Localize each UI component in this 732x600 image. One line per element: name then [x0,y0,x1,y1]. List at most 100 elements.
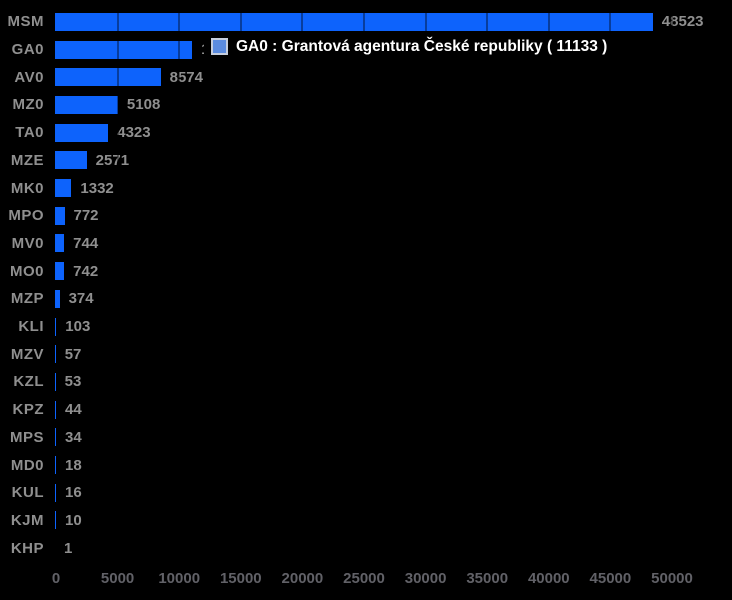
x-tick-label: 5000 [100,570,135,587]
bar-row: KZL 53 [0,368,732,396]
x-tick-label: 20000 [281,570,324,587]
bar-row: MV0 744 [0,230,732,258]
bar-row: TA0 4323 [0,119,732,147]
value-label: 374 [68,290,94,308]
value-label: 772 [73,207,99,225]
tooltip: GA0 : Grantová agentura České republiky … [204,33,618,60]
x-tick-label: 40000 [527,570,570,587]
value-label: 744 [73,234,99,252]
gridline [486,8,489,568]
category-label: KJM [10,511,44,529]
value-label: 742 [73,262,99,280]
bar-rows: MSM48523GA011133AV08574MZ05108TA04323MZE… [0,12,732,557]
x-tick-label: 15000 [219,570,262,587]
bar[interactable] [55,400,56,419]
value-label: 103 [65,318,91,336]
value-label: 16 [65,484,82,502]
category-label: TA0 [15,124,44,142]
bar[interactable] [55,345,56,364]
bar[interactable] [55,428,56,447]
category-label: MO0 [9,262,44,280]
value-label: 5108 [126,96,161,114]
value-label: 1332 [80,179,114,197]
bar[interactable] [55,456,56,475]
bar-row: MPS 34 [0,424,732,452]
x-tick-label: 30000 [404,570,447,587]
category-label: KPZ [12,401,44,419]
bar-row: MZ0 5108 [0,91,732,119]
bar-row: MPO 772 [0,202,732,230]
value-label: 57 [64,345,82,363]
bar[interactable] [55,262,65,281]
gridline [178,8,181,568]
bar-row: KLI 103 [0,313,732,341]
category-label: MZP [10,290,44,308]
category-label: KLI [18,318,44,336]
value-label: 48523 [661,13,704,31]
bar-row: MO0 742 [0,257,732,285]
value-label: 4323 [117,124,151,142]
category-label: MV0 [11,234,44,252]
category-label: MSM [7,13,44,31]
gridline [363,8,365,568]
x-tick-label: 10000 [158,570,201,587]
value-label: 44 [65,401,82,419]
category-label: KUL [11,484,44,502]
value-label: 10 [65,511,82,529]
bar[interactable] [55,40,193,59]
gridline [116,8,119,568]
bar-row: KUL 16 [0,479,732,507]
gridline [609,8,612,568]
value-label: 34 [65,428,82,446]
category-label: KZL [13,373,44,391]
gridline [239,8,242,568]
bar-row: MK0 1332 [0,174,732,202]
gridline [547,8,550,568]
bar[interactable] [55,12,653,31]
category-label: MD0 [10,456,44,474]
x-tick-label: 45000 [589,570,632,587]
category-label: GA0 [11,41,44,59]
x-tick-label: 50000 [651,570,693,587]
category-label: MK0 [10,179,44,197]
category-label: MZ0 [12,96,44,114]
gridline [301,8,304,568]
bar-row: MZE 2571 [0,147,732,175]
gridline [424,8,427,568]
x-tick-label: 35000 [466,570,509,587]
bar[interactable] [55,234,65,253]
bar[interactable] [55,123,109,142]
category-label: MPS [9,428,44,446]
value-label: 1 [64,539,73,557]
x-tick-label: 25000 [343,570,385,587]
bar-row: MD0 18 [0,451,732,479]
category-label: AV0 [14,68,44,86]
category-label: MZV [10,345,44,363]
bar[interactable] [55,151,87,170]
value-label: 18 [65,456,82,474]
bar-row: MZV 57 [0,340,732,368]
bar[interactable] [55,179,72,198]
bar[interactable] [55,68,161,87]
bar-row: MZP 374 [0,285,732,313]
bar-row: KJM 10 [0,507,732,535]
bar-row: KPZ 44 [0,396,732,424]
bar[interactable] [55,95,118,114]
legend-swatch-icon [211,38,228,55]
category-label: KHP [10,539,44,557]
value-label: 53 [64,373,82,391]
bar[interactable] [55,511,56,530]
x-tick-label: 0 [51,570,61,587]
bar[interactable] [55,483,56,502]
value-label: 8574 [169,68,203,86]
tooltip-text: GA0 : Grantová agentura České republiky … [236,37,608,55]
value-label: 2571 [95,151,130,169]
category-label: MZE [10,151,44,169]
category-label: MPO [8,207,44,225]
bar[interactable] [55,206,65,225]
bar[interactable] [55,317,57,336]
bar[interactable] [55,372,56,391]
bar[interactable] [55,289,60,308]
